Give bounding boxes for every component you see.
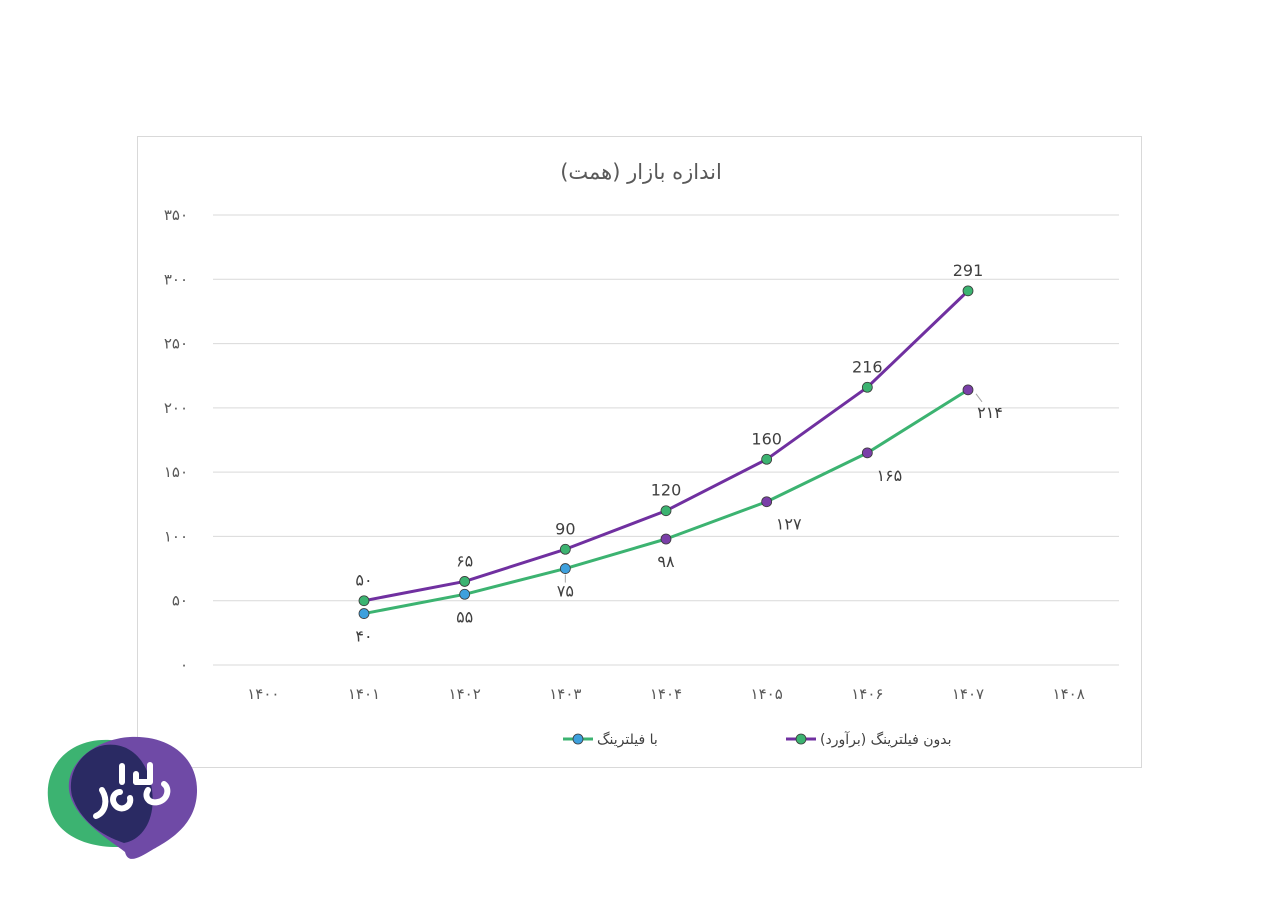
data-label: 90 [555,519,575,538]
gridlines [213,214,1119,666]
y-tick-label: ۱۰۰ [164,527,188,545]
data-label: 216 [852,357,883,376]
x-axis-ticks: ۱۴۰۰ ۱۴۰۱ ۱۴۰۲ ۱۴۰۳ ۱۴۰۴ ۱۴۰۵ ۱۴۰۶ ۱۴۰۷ ۱۴۰۸ [247,685,1085,703]
legend[interactable]: بدون فیلترینگ (برآورد) با فیلترینگ [563,731,952,748]
data-label: ۵۰ [355,571,372,590]
data-label: 160 [751,429,782,448]
data-labels: ۵۰ ۶۵ 90 120 160 216 291 ۴۰ ۵۵ ۷۵ ۹۸ ۱۲۷ ۱۶۵ ۲۱۴ [355,261,1002,646]
y-tick-label: ۱۵۰ [164,463,188,481]
x-tick-label: ۱۴۰۲ [449,685,481,703]
x-tick-label: ۱۴۰۴ [650,685,682,703]
data-label: 291 [953,261,984,280]
data-label: ۷۵ [557,582,574,601]
x-tick-label: ۱۴۰۸ [1053,685,1085,703]
data-point [861,381,873,393]
x-tick-label: ۱۴۰۳ [549,685,581,703]
data-point [962,384,974,396]
y-axis-ticks: ۰ ۵۰ ۱۰۰ ۱۵۰ ۲۰۰ ۲۵۰ ۳۰۰ ۳۵۰ [164,206,188,674]
legend-swatch-marker [795,733,807,745]
x-tick-label: ۱۴۰۵ [751,685,783,703]
logo-glyph [93,762,171,819]
series-line-1 [363,388,969,616]
data-label: 120 [651,481,682,500]
chart-frame: اندازه بازار (همت) ۰ ۵۰ ۱۰۰ ۱۵۰ ۲۰۰ ۲۵۰ ۳۰۰ ۳۵۰… [137,136,1142,768]
data-point [861,447,873,459]
market-size-chart: اندازه بازار (همت) ۰ ۵۰ ۱۰۰ ۱۵۰ ۲۰۰ ۲۵۰ ۳۰۰ ۳۵۰… [164,160,1119,748]
x-tick-label: ۱۴۰۷ [952,685,984,703]
x-tick-label: ۱۴۰۱ [348,685,380,703]
legend-swatch-marker [572,733,584,745]
leader-line [975,393,983,403]
data-label: ۹۸ [657,552,675,571]
data-label: ۱۶۵ [876,466,902,485]
y-tick-label: ۵۰ [172,592,188,610]
y-tick-label: ۲۰۰ [164,399,188,417]
legend-item-0[interactable]: بدون فیلترینگ (برآورد) [786,731,952,748]
data-point [459,576,471,587]
data-label: ۶۵ [456,551,473,570]
brand-logo [47,736,198,859]
legend-item-1[interactable]: با فیلترینگ [563,731,658,748]
chart-title: اندازه بازار (همت) [560,160,722,184]
data-point [559,563,571,574]
data-point [761,496,773,508]
data-point [358,608,370,619]
x-tick-label: ۱۴۰۶ [851,685,883,703]
data-label: ۴۰ [355,627,372,646]
data-label: ۱۲۷ [776,515,802,534]
x-tick-label: ۱۴۰۰ [247,685,279,703]
data-label: ۲۱۴ [977,403,1003,422]
y-tick-label: ۳۵۰ [164,206,188,224]
y-tick-label: ۰ [180,656,188,674]
data-point [660,505,672,517]
data-point [459,588,471,600]
y-tick-label: ۳۰۰ [164,270,188,288]
data-point [761,453,773,465]
data-label: ۵۵ [456,607,473,626]
data-point [660,533,672,545]
data-point [962,285,974,297]
legend-label: بدون فیلترینگ (برآورد) [820,731,952,748]
y-tick-label: ۲۵۰ [164,335,188,353]
data-point [358,595,370,607]
data-point [559,543,571,555]
legend-label: با فیلترینگ [597,731,658,748]
series-lines [358,285,974,619]
